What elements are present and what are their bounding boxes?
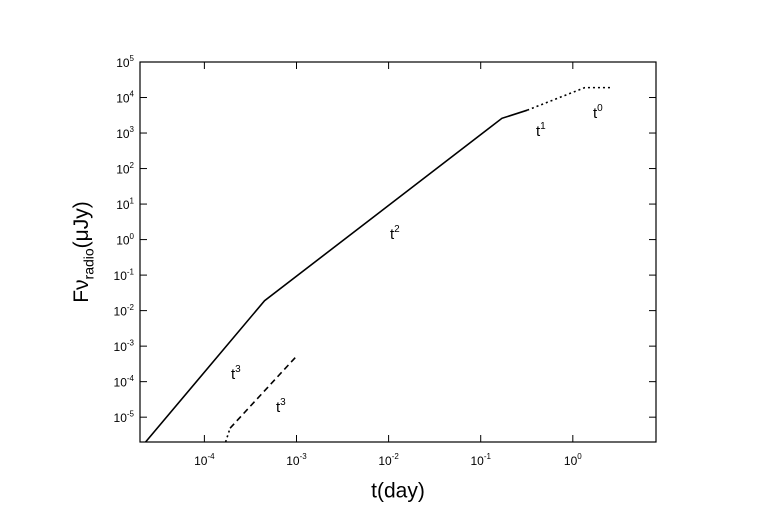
y-tick-label: 103​	[116, 125, 134, 141]
x-tick-label: 10-4​	[194, 452, 215, 468]
series-line	[144, 109, 528, 443]
series-line	[224, 427, 231, 443]
x-tick-label: 10-3​	[286, 452, 307, 468]
annotation: t2​	[390, 224, 400, 243]
x-axis-label: t(day)	[371, 480, 425, 503]
x-tick-label: 10-1​	[470, 452, 491, 468]
y-tick-label: 10-4​	[114, 374, 135, 390]
y-tick-label: 101​	[116, 196, 134, 212]
y-axis-label: Fνradio​(μJy)	[70, 201, 97, 303]
plot-frame	[139, 61, 657, 443]
annotation: t3​	[231, 364, 241, 383]
y-tick-label: 10-5​	[114, 409, 135, 425]
y-tick-label: 102​	[116, 161, 134, 177]
annotation: t1​	[536, 121, 546, 140]
y-tick-label: 10-1​	[114, 267, 135, 283]
y-tick-label: 104​	[116, 90, 134, 106]
series-line	[526, 86, 613, 111]
annotation: t0​	[593, 103, 603, 122]
y-tick-label: 100​	[116, 232, 134, 248]
annotation: t3​	[276, 397, 286, 416]
y-tick-label: 105​	[116, 54, 134, 70]
x-tick-label: 100​	[564, 452, 582, 468]
y-tick-label: 10-2​	[114, 303, 135, 319]
y-tick-label: 10-3​	[114, 338, 135, 354]
series-line	[229, 355, 298, 429]
x-tick-label: 10-2​	[378, 452, 399, 468]
